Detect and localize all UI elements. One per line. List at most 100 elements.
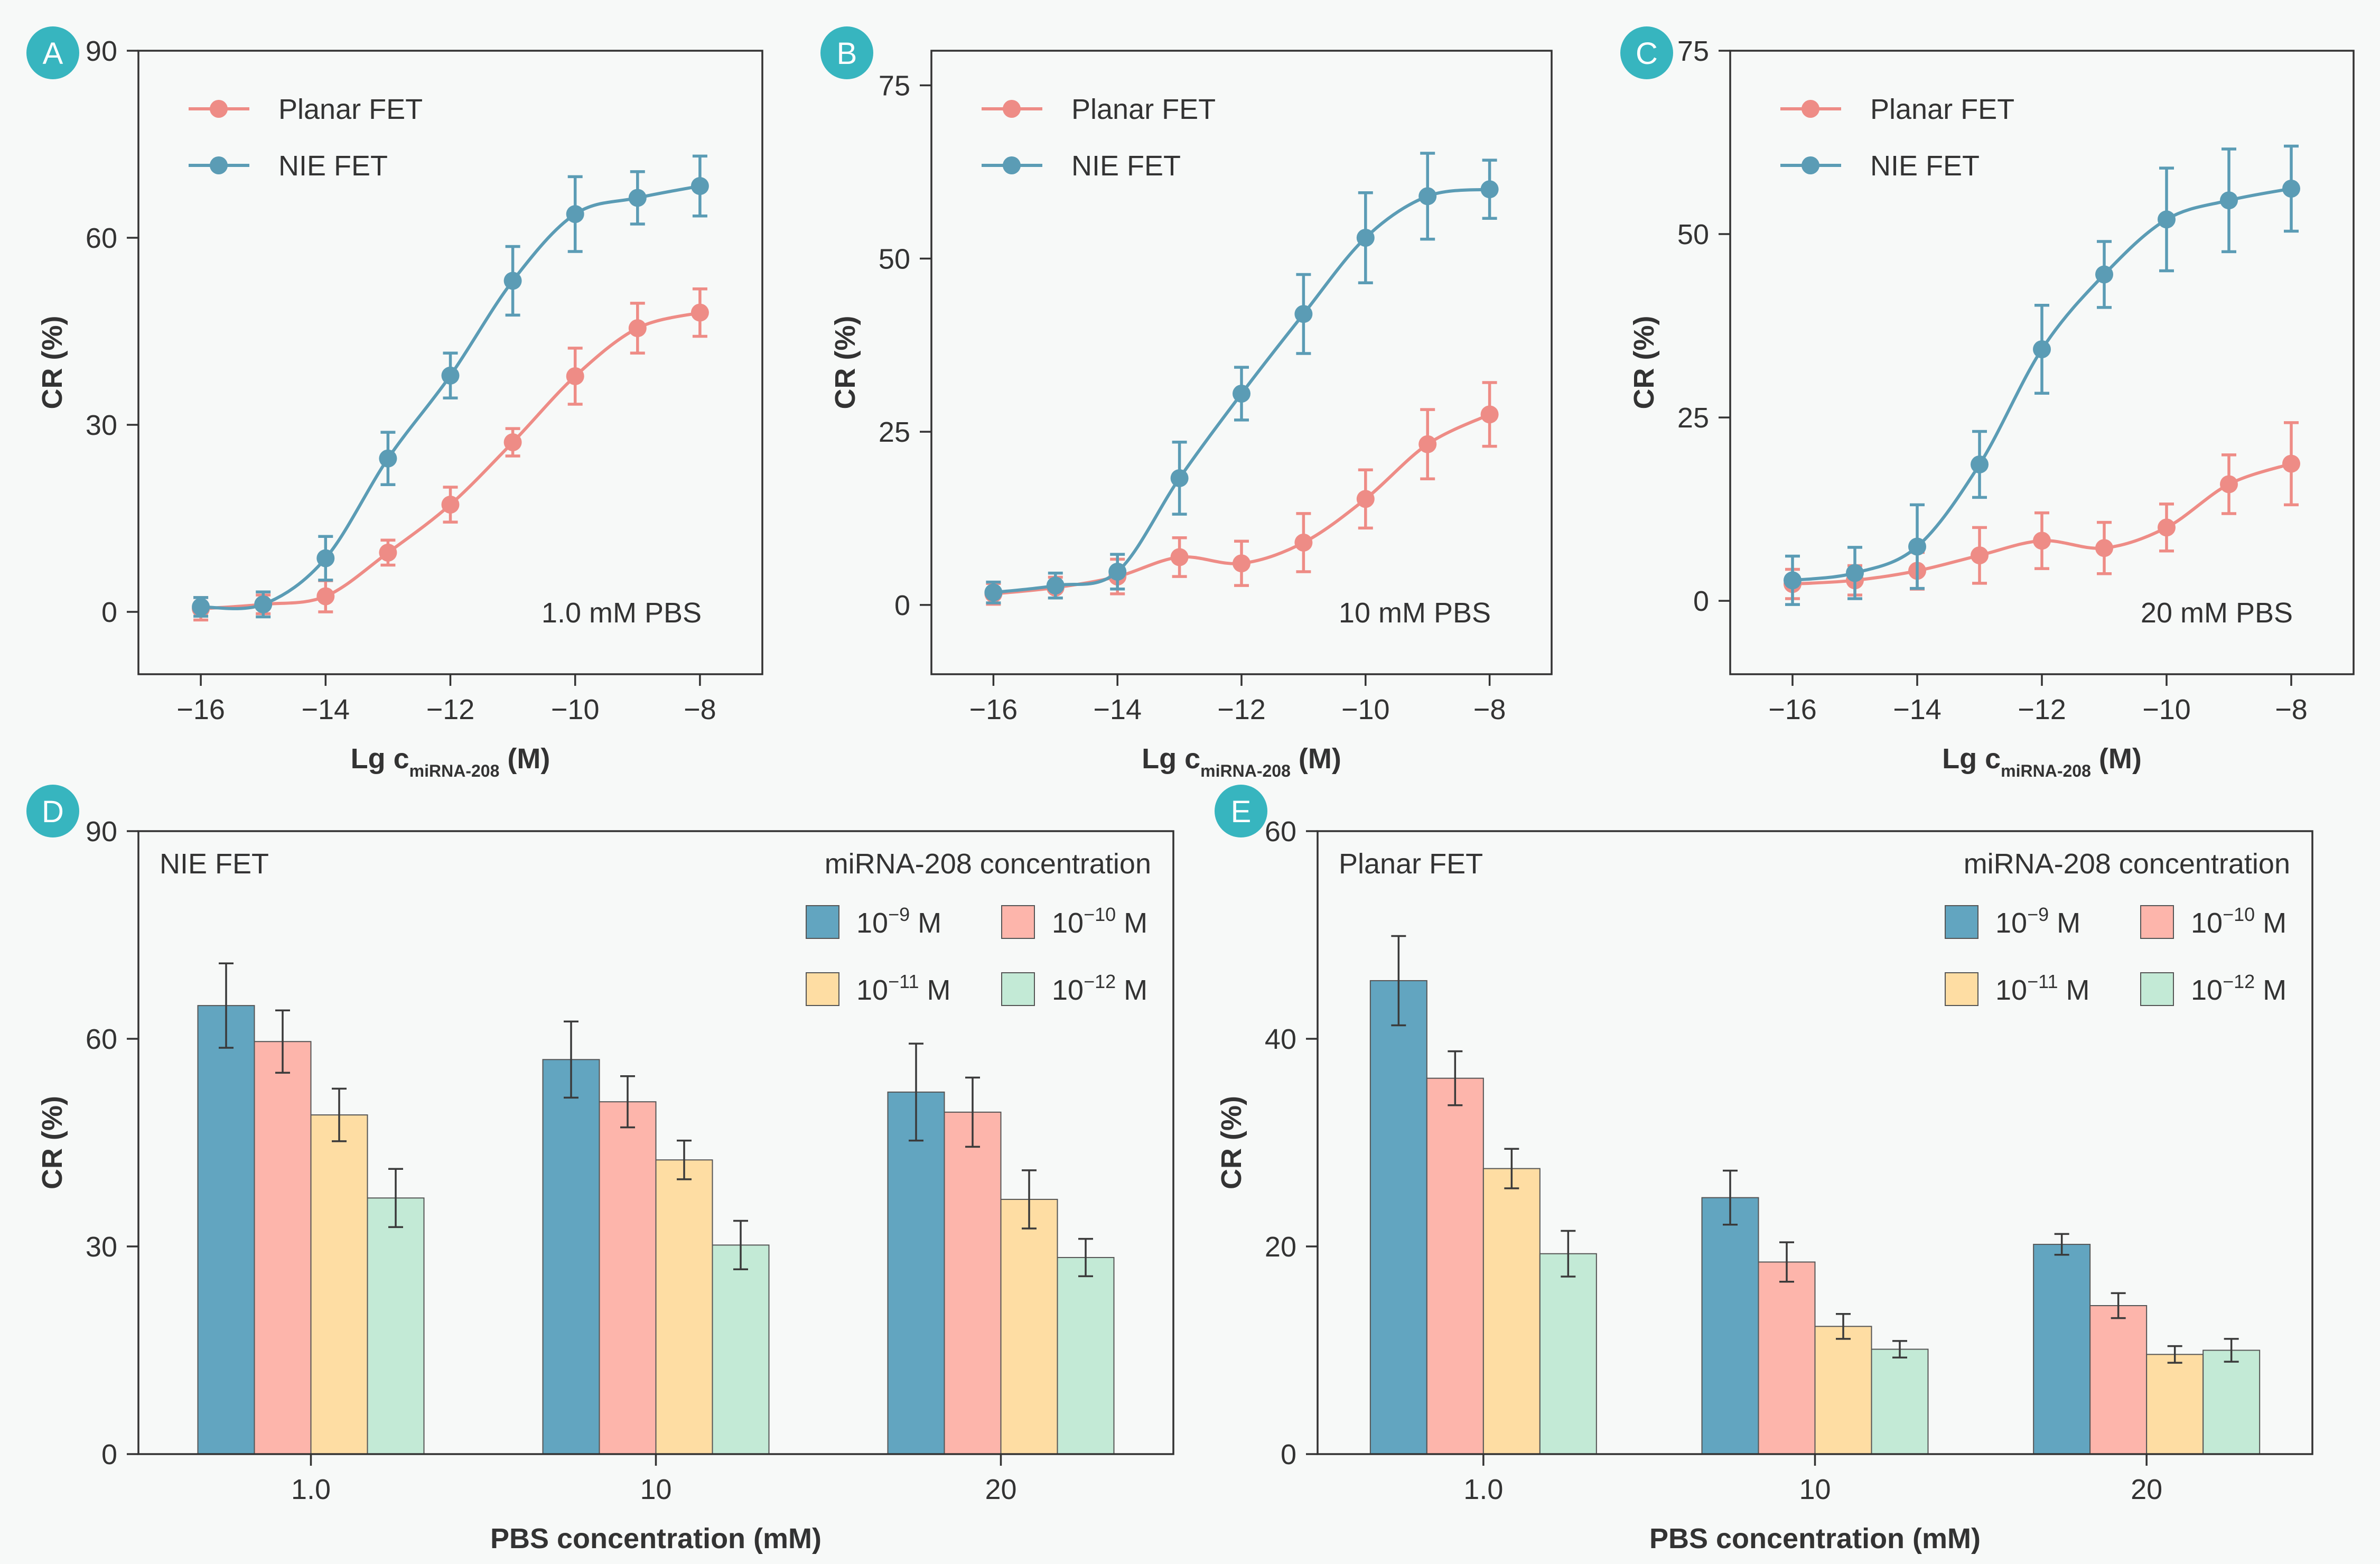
y-axis-label: CR (%) (1216, 1096, 1247, 1189)
x-tick-label: −8 (684, 694, 716, 725)
legend-label-unit: M (2255, 907, 2286, 939)
bar (2033, 1244, 2091, 1455)
bar (1369, 980, 1427, 1455)
bar (655, 1159, 713, 1455)
data-point (2282, 179, 2300, 198)
legend-label-unit: M (2255, 974, 2286, 1006)
legend-label-unit: M (2058, 974, 2089, 1006)
x-tick-label: −14 (1893, 694, 1942, 725)
data-point (441, 366, 460, 385)
bar (944, 1111, 1002, 1455)
legend-label: 10−9 M (856, 904, 941, 939)
panel-a: A 0 30 60 90 CR (%) −16 −14 −12 −10 −8 Lg cmiRNA-20… (26, 26, 763, 780)
y-tick-label: 60 (86, 1023, 117, 1055)
data-point (628, 189, 647, 207)
category-label: 10 (640, 1474, 671, 1505)
data-point (1846, 564, 1864, 582)
legend-swatch (1945, 972, 1978, 1006)
data-point (566, 205, 584, 224)
legend-label-base: 10 (1052, 907, 1084, 939)
legend-swatch (1001, 905, 1035, 939)
legend-label-unit: M (910, 907, 941, 939)
y-axis-label: CR (%) (829, 316, 861, 409)
x-tick-label: −14 (301, 694, 350, 725)
y-tick-label: 30 (86, 1231, 117, 1263)
legend-label-exponent: −12 (1084, 971, 1116, 992)
legend-title: miRNA-208 concentration (825, 848, 1151, 880)
data-point (192, 598, 210, 616)
data-point (1294, 305, 1313, 323)
data-point (1233, 385, 1250, 403)
panel-badge-label: C (1636, 36, 1658, 71)
y-tick-label: 0 (1281, 1439, 1296, 1470)
x-tick-label: −16 (176, 694, 225, 725)
data-point (2158, 210, 2176, 229)
data-point (2033, 532, 2051, 550)
y-tick-label: 0 (894, 590, 910, 621)
bar (712, 1244, 770, 1455)
x-tick-label: −10 (551, 694, 600, 725)
data-point (2095, 539, 2113, 557)
data-point (1356, 490, 1375, 508)
condition-annotation: 1.0 mM PBS (542, 597, 702, 629)
data-point (379, 449, 397, 468)
bar (254, 1041, 312, 1455)
data-point (566, 367, 584, 385)
panel-badge (1215, 785, 1267, 837)
data-point (1294, 533, 1313, 552)
bar (1426, 1077, 1484, 1455)
x-axis-label-subscript: miRNA-208 (2001, 761, 2091, 780)
data-point (1908, 537, 1926, 556)
x-axis-label-main: Lg c (1942, 743, 2001, 775)
x-axis-label: Lg cmiRNA-208 (M) (1142, 743, 1341, 780)
legend-label: 10−12 M (2191, 971, 2286, 1006)
x-tick-label: −16 (1768, 694, 1817, 725)
category-label: 1.0 (291, 1474, 331, 1505)
plot-frame (930, 50, 1553, 675)
bar (542, 1059, 600, 1455)
bar (1871, 1348, 1929, 1455)
category-label: 10 (1799, 1474, 1831, 1505)
category-label: 20 (985, 1474, 1016, 1505)
legend-label-exponent: −9 (2027, 904, 2049, 925)
legend-title: miRNA-208 concentration (1964, 848, 2290, 880)
panel-e: E 0 20 40 60 CR (%) 1.0 10 20 PBS concentration (… (1215, 785, 2313, 1554)
legend-label-exponent: −10 (1084, 904, 1116, 925)
panel-badge (820, 26, 873, 79)
panel-badge-label: A (43, 36, 63, 71)
x-tick-label: −8 (1473, 694, 1506, 725)
data-point (1356, 229, 1375, 247)
legend-label-base: 10 (1052, 974, 1084, 1006)
y-tick-label: 90 (86, 35, 117, 67)
data-point (1971, 455, 1989, 473)
x-tick-label: −10 (1341, 694, 1390, 725)
x-axis-label-main: Lg c (1142, 743, 1200, 775)
legend-marker (1003, 100, 1021, 118)
legend-label-unit: M (1116, 974, 1147, 1006)
bar (367, 1197, 425, 1455)
panel-badge-label: E (1231, 795, 1252, 829)
x-axis-label: Lg cmiRNA-208 (M) (1942, 743, 2142, 780)
y-tick-label: 0 (1693, 585, 1709, 617)
plot-frame (1317, 830, 2313, 1455)
data-point (628, 319, 647, 338)
legend-label: 10−10 M (1052, 904, 1147, 939)
legend-marker (1003, 156, 1021, 174)
data-point (1170, 548, 1189, 566)
bar (887, 1091, 945, 1455)
data-point (690, 177, 709, 196)
condition-annotation: 20 mM PBS (2141, 597, 2293, 629)
bar (2146, 1354, 2204, 1455)
y-tick-label: 30 (86, 409, 117, 441)
legend-swatch (2140, 905, 2174, 939)
x-axis-label-subscript: miRNA-208 (1200, 761, 1291, 780)
legend-marker (210, 156, 228, 174)
legend-label-exponent: −10 (2223, 904, 2255, 925)
x-axis-label: Lg cmiRNA-208 (M) (351, 743, 550, 780)
legend-label-exponent: −11 (2027, 971, 2058, 992)
y-tick-label: 60 (86, 222, 117, 254)
x-tick-label: −14 (1093, 694, 1142, 725)
legend-label-unit: M (919, 974, 950, 1006)
data-point (1233, 554, 1250, 573)
